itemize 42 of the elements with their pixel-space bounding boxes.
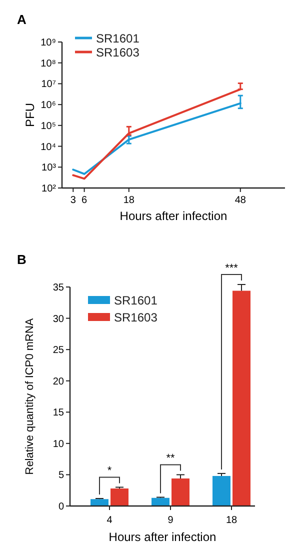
text: *** bbox=[225, 262, 239, 274]
y-tick-label: 10⁴ bbox=[40, 142, 56, 153]
legend-label: SR1601 bbox=[114, 294, 158, 308]
x-tick-label: 6 bbox=[82, 195, 88, 206]
x-axis-title: Hours after infection bbox=[108, 530, 216, 544]
y-tick-label: 5 bbox=[58, 470, 64, 482]
y-tick-label: 10⁸ bbox=[40, 58, 56, 70]
x-tick-label: 48 bbox=[234, 195, 246, 206]
bar bbox=[110, 488, 128, 506]
bar bbox=[90, 499, 108, 506]
y-axis-title: PFU bbox=[23, 103, 37, 127]
y-tick-label: 10⁷ bbox=[41, 79, 56, 90]
x-tick-label: 18 bbox=[226, 515, 238, 526]
y-tick-label: 10⁹ bbox=[40, 38, 56, 48]
legend-label: SR1603 bbox=[96, 46, 140, 60]
annotation: ** bbox=[166, 452, 176, 465]
x-tick-label: 3 bbox=[70, 195, 76, 206]
y-tick-label: 25 bbox=[52, 345, 64, 356]
y-tick-label: 10⁶ bbox=[40, 100, 56, 112]
y-tick-label: 10² bbox=[42, 184, 57, 194]
bar bbox=[232, 290, 250, 506]
y-tick-label: 15 bbox=[52, 408, 64, 419]
chart-title: B bbox=[17, 252, 26, 267]
x-tick-label: 4 bbox=[106, 515, 113, 526]
x-tick-label: 9 bbox=[168, 515, 174, 526]
y-tick-label: 20 bbox=[52, 376, 64, 388]
y-tick-label: 30 bbox=[52, 314, 64, 325]
y-tick-label: 0 bbox=[58, 502, 64, 512]
annotation: * bbox=[107, 465, 112, 478]
x-axis-title: Hours after infection bbox=[120, 209, 228, 223]
y-axis-title: Relative quantity of ICP0 mRNA bbox=[24, 318, 36, 475]
x-tick-label: 18 bbox=[123, 195, 135, 206]
y-tick-label: 10 bbox=[52, 438, 64, 450]
bar bbox=[172, 478, 190, 506]
chart-title: A bbox=[17, 12, 27, 27]
bar bbox=[212, 476, 230, 506]
bar bbox=[152, 498, 170, 506]
y-tick-label: 10⁵ bbox=[40, 120, 56, 132]
y-tick-label: 35 bbox=[52, 282, 64, 294]
legend-label: SR1601 bbox=[96, 32, 140, 46]
y-tick-label: 10³ bbox=[42, 162, 57, 174]
legend-label: SR1603 bbox=[114, 310, 158, 324]
